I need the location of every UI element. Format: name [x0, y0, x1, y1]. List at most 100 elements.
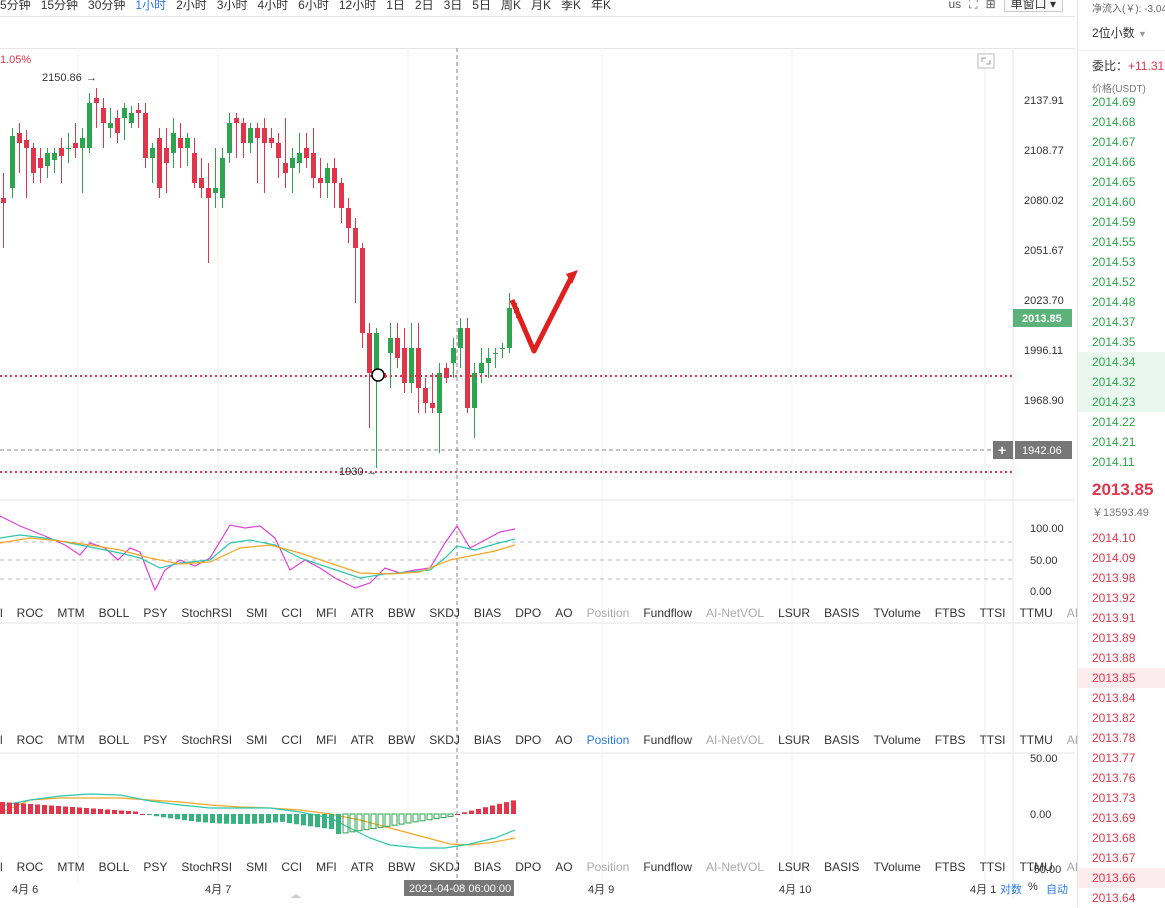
timeframe-14[interactable]: 月K: [530, 0, 551, 12]
indicator-tab-mtm[interactable]: MTM: [57, 860, 85, 874]
indicator-tab-atr[interactable]: ATR: [350, 606, 374, 620]
timeframe-11[interactable]: 3日: [443, 0, 463, 12]
timeframe-0[interactable]: 5分钟: [0, 0, 31, 12]
log-scale-toggle[interactable]: 对数: [1000, 884, 1022, 896]
indicator-tab-position[interactable]: Position: [586, 860, 630, 874]
indicator-tab-psy[interactable]: PSY: [143, 733, 168, 747]
indicator-tab-ftbs[interactable]: FTBS: [934, 733, 966, 747]
indicator-tab-roc[interactable]: ROC: [16, 606, 44, 620]
indicator-tab-ttsi[interactable]: TTSI: [979, 733, 1006, 747]
indicator-tab-bbw[interactable]: BBW: [387, 606, 416, 620]
indicator-tab-mtm[interactable]: MTM: [57, 733, 85, 747]
indicator-tab-stochrsi[interactable]: StochRSI: [181, 733, 233, 747]
indicator-tab-bias[interactable]: BIAS: [473, 606, 502, 620]
bid-row[interactable]: 2014.10: [1092, 531, 1136, 545]
timeframe-16[interactable]: 年K: [591, 0, 612, 12]
indicator-tab-lsur[interactable]: LSUR: [778, 733, 811, 747]
indicator-tab-l[interactable]: l: [0, 860, 3, 874]
fullscreen-icon[interactable]: ⛶: [969, 0, 978, 11]
ask-row[interactable]: 2014.21: [1092, 435, 1136, 449]
indicator-tab-ao[interactable]: AO: [555, 606, 573, 620]
indicator-tab-tvolume[interactable]: TVolume: [873, 606, 921, 620]
ask-row[interactable]: 2014.22: [1092, 415, 1136, 429]
timeframe-5[interactable]: 3小时: [216, 0, 248, 12]
indicator-tab-bbw[interactable]: BBW: [387, 733, 416, 747]
timeframe-1[interactable]: 15分钟: [40, 0, 79, 12]
bid-row[interactable]: 2013.66: [1078, 868, 1165, 888]
indicator-tab-ao[interactable]: AO: [555, 733, 573, 747]
indicator-tab-ttsi[interactable]: TTSI: [979, 860, 1006, 874]
ask-row[interactable]: 2014.35: [1092, 335, 1136, 349]
bid-row[interactable]: 2013.92: [1092, 591, 1136, 605]
indicator-tab-boll[interactable]: BOLL: [98, 860, 130, 874]
ask-row[interactable]: 2014.66: [1092, 155, 1136, 169]
indicator-tab-tvolume[interactable]: TVolume: [873, 860, 921, 874]
bid-row[interactable]: 2013.98: [1092, 571, 1136, 585]
indicator-tab-atr[interactable]: ATR: [350, 733, 374, 747]
indicator-tab-basis[interactable]: BASIS: [824, 860, 860, 874]
auto-scale-toggle[interactable]: 自动: [1046, 884, 1068, 896]
ask-row[interactable]: 2014.60: [1092, 195, 1136, 209]
timeframe-15[interactable]: 季K: [560, 0, 581, 12]
ask-row[interactable]: 2014.53: [1092, 255, 1136, 269]
bid-row[interactable]: 2013.77: [1092, 751, 1136, 765]
indicator-tab-bias[interactable]: BIAS: [473, 860, 502, 874]
decimals-select[interactable]: 2位小数 ▼: [1092, 24, 1147, 41]
indicator-tab-ttmu[interactable]: TTMU: [1019, 860, 1053, 874]
expand-icon[interactable]: [977, 53, 995, 69]
indicator-tab-psy[interactable]: PSY: [143, 860, 168, 874]
timeframe-12[interactable]: 5日: [472, 0, 491, 12]
us-toggle[interactable]: us: [948, 0, 962, 11]
indicator-tab-ftbs[interactable]: FTBS: [934, 860, 966, 874]
window-select[interactable]: 单窗口 ▾: [1003, 0, 1063, 12]
indicator-tab-smi[interactable]: SMI: [246, 733, 268, 747]
indicator-tab-cci[interactable]: CCI: [281, 733, 303, 747]
indicator-tab-psy[interactable]: PSY: [143, 606, 168, 620]
indicator-tab-ftbs[interactable]: FTBS: [934, 606, 966, 620]
indicator-tab-mfi[interactable]: MFI: [316, 860, 337, 874]
bid-row[interactable]: 2013.89: [1092, 631, 1136, 645]
indicator-tab-fundflow[interactable]: Fundflow: [643, 733, 693, 747]
indicator-tab-boll[interactable]: BOLL: [98, 606, 130, 620]
ask-row[interactable]: 2014.55: [1092, 235, 1136, 249]
bid-row[interactable]: 2014.09: [1092, 551, 1136, 565]
bid-row[interactable]: 2013.78: [1092, 731, 1136, 745]
bid-row[interactable]: 2013.84: [1092, 691, 1136, 705]
indicator-tab-basis[interactable]: BASIS: [824, 733, 860, 747]
indicator-tab-ao[interactable]: AO: [555, 860, 573, 874]
add-line-button[interactable]: [993, 441, 1013, 459]
indicator-tab-boll[interactable]: BOLL: [98, 733, 130, 747]
ask-row[interactable]: 2014.37: [1092, 315, 1136, 329]
ask-row[interactable]: 2014.48: [1092, 295, 1136, 309]
timeframe-6[interactable]: 4小时: [257, 0, 289, 12]
ask-row[interactable]: 2014.59: [1092, 215, 1136, 229]
indicator-tab-bbw[interactable]: BBW: [387, 860, 416, 874]
add-icon[interactable]: ⊞: [985, 0, 996, 11]
bid-row[interactable]: 2013.68: [1092, 831, 1136, 845]
bid-row[interactable]: 2013.82: [1092, 711, 1136, 725]
indicator-tab-position[interactable]: Position: [586, 733, 630, 747]
indicator-tab-ai-netvol[interactable]: AI-NetVOL: [706, 733, 765, 747]
ask-row[interactable]: 2014.65: [1092, 175, 1136, 189]
indicator-tab-lsur[interactable]: LSUR: [778, 860, 811, 874]
timeframe-8[interactable]: 12小时: [338, 0, 377, 12]
indicator-tab-atr[interactable]: ATR: [350, 860, 374, 874]
bid-row[interactable]: 2013.91: [1092, 611, 1136, 625]
kline-chart[interactable]: 2150.86 → 1930 → 1.05% 2137.91 2108.77 208…: [0, 48, 1075, 898]
indicator-tab-l[interactable]: l: [0, 733, 3, 747]
bid-row[interactable]: 2013.85: [1078, 668, 1165, 688]
ask-row[interactable]: 2014.68: [1092, 115, 1136, 129]
indicator-tab-ttmu[interactable]: TTMU: [1019, 733, 1053, 747]
ask-row[interactable]: 2014.32: [1078, 372, 1165, 392]
ask-row[interactable]: 2014.11: [1092, 455, 1135, 469]
indicator-tab-bias[interactable]: BIAS: [473, 733, 502, 747]
indicator-tab-ttmu[interactable]: TTMU: [1019, 606, 1053, 620]
indicator-tab-mtm[interactable]: MTM: [57, 606, 85, 620]
percent-toggle[interactable]: %: [1028, 881, 1038, 893]
indicator-tab-position[interactable]: Position: [586, 606, 630, 620]
indicator-tab-skdj[interactable]: SKDJ: [429, 606, 460, 620]
indicator-tab-cci[interactable]: CCI: [281, 606, 303, 620]
timeframe-9[interactable]: 1日: [386, 0, 405, 12]
ask-row[interactable]: 2014.69: [1092, 95, 1136, 109]
indicator-tab-roc[interactable]: ROC: [16, 733, 44, 747]
